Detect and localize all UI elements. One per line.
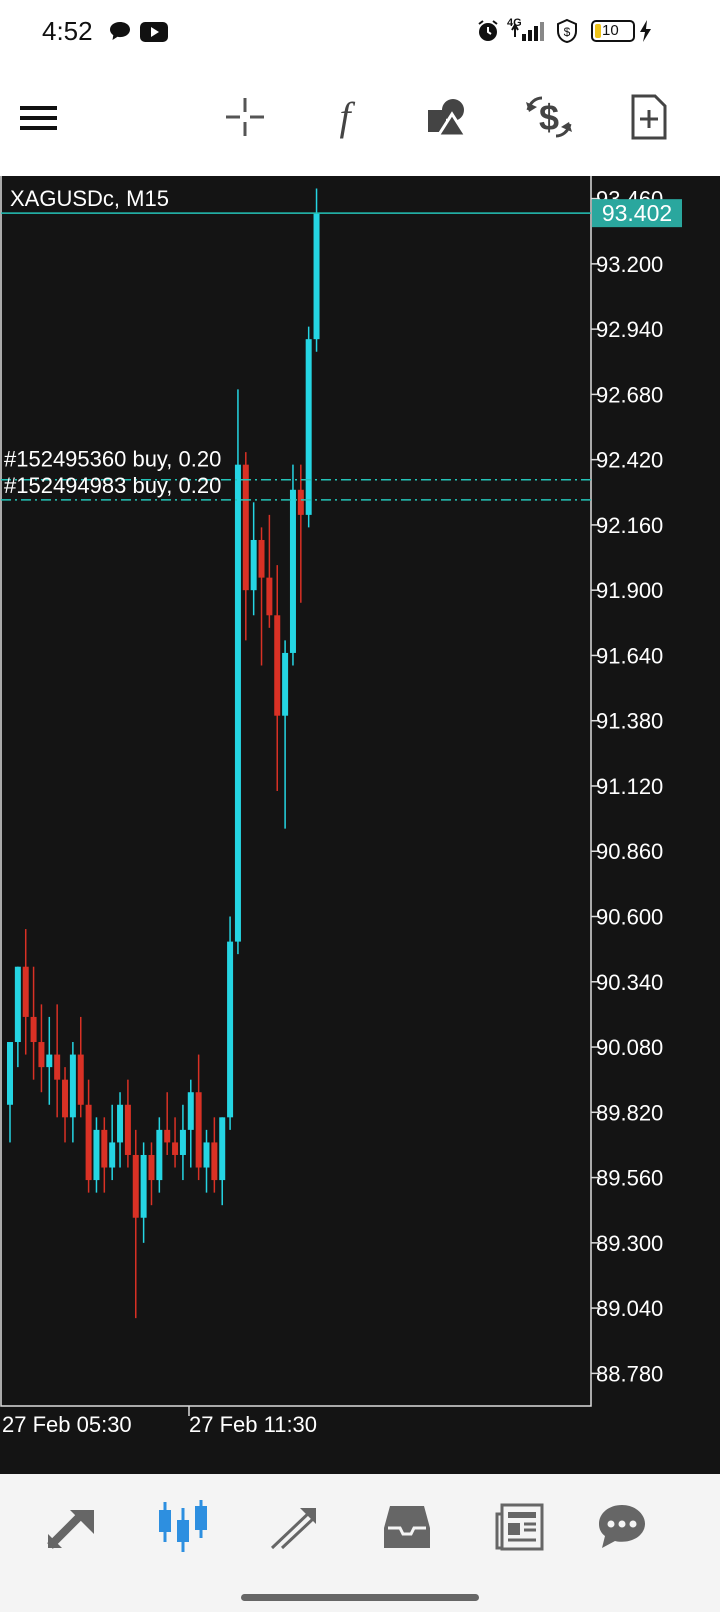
candle-body [282, 652, 289, 716]
y-tick-label: 90.860 [596, 839, 663, 864]
y-tick-label: 89.300 [596, 1231, 663, 1256]
candle-body [219, 1117, 226, 1181]
candle-body [274, 615, 281, 716]
candle-body [62, 1079, 69, 1118]
candle-body [93, 1129, 100, 1181]
candle-body [140, 1154, 147, 1218]
candles-group [7, 188, 320, 1319]
svg-text:f: f [339, 94, 355, 139]
candle-body [77, 1054, 84, 1105]
candle-body [54, 1054, 61, 1080]
candle-body [195, 1092, 202, 1168]
function-icon[interactable]: f [330, 94, 360, 140]
candle-body [172, 1142, 179, 1155]
battery-icon: 10 [591, 20, 635, 42]
y-tick-label: 88.780 [596, 1361, 663, 1386]
candle-body [164, 1129, 171, 1143]
candle-body [22, 966, 29, 1017]
new-order-icon[interactable] [630, 94, 668, 140]
y-tick-label: 90.340 [596, 970, 663, 995]
objects-icon[interactable] [426, 96, 470, 138]
crosshair-icon[interactable] [224, 96, 266, 138]
status-bar: 4:52 4G $ 10 [0, 0, 720, 64]
y-tick-label: 90.600 [596, 905, 663, 930]
candle-body [250, 539, 257, 591]
candle-body [85, 1104, 92, 1181]
alarm-icon [478, 20, 498, 41]
current-price-label: 93.402 [602, 200, 672, 226]
candle-body [69, 1054, 76, 1118]
candle-body [179, 1129, 186, 1155]
y-tick-label: 91.380 [596, 709, 663, 734]
candle-body [14, 966, 21, 1043]
current-price-tag: 93.402 [592, 199, 682, 228]
candle-body [203, 1142, 210, 1168]
y-tick-label: 91.640 [596, 643, 663, 668]
y-tick-label: 92.420 [596, 448, 663, 473]
candle-body [132, 1154, 139, 1218]
chart-area[interactable]: #152495360 buy, 0.20 #152494983 buy, 0.20… [0, 173, 720, 1474]
chart-icon[interactable] [156, 1498, 210, 1554]
y-tick-label: 91.900 [596, 578, 663, 603]
history-icon[interactable] [382, 1504, 432, 1550]
candle-body [7, 1042, 13, 1105]
candle-body [313, 213, 320, 340]
candle-body [289, 489, 296, 653]
chart-toolbar: f $ [0, 64, 720, 176]
y-tick-label: 92.160 [596, 513, 663, 538]
y-tick-label: 91.120 [596, 774, 663, 799]
y-tick-label: 90.080 [596, 1035, 663, 1060]
chat-bubble-icon [110, 22, 130, 40]
svg-text:$: $ [539, 97, 559, 138]
trade-nav-icon[interactable] [268, 1502, 322, 1552]
y-tick-label: 92.940 [596, 317, 663, 342]
y-tick-label: 93.200 [596, 252, 663, 277]
y-tick-label: 89.040 [596, 1296, 663, 1321]
messages-icon[interactable] [596, 1502, 648, 1552]
order-label[interactable]: #152495360 buy, 0.20 [4, 447, 221, 472]
x-axis: 27 Feb 05:30 27 Feb 11:30 [2, 1406, 317, 1437]
candle-body [266, 577, 273, 616]
candle-body [187, 1092, 194, 1130]
charging-bolt-icon [640, 20, 651, 42]
candle-body [258, 539, 265, 578]
x-tick-label: 27 Feb 11:30 [189, 1412, 317, 1437]
trade-icon[interactable]: $ [524, 94, 574, 140]
vpn-shield-icon: $ [557, 18, 577, 44]
candle-body [211, 1142, 218, 1181]
x-tick-label: 27 Feb 05:30 [2, 1412, 132, 1437]
signal-icon [511, 22, 544, 41]
y-tick-label: 92.680 [596, 382, 663, 407]
youtube-icon [140, 22, 168, 42]
candle-body [109, 1142, 116, 1168]
candle-body [38, 1042, 45, 1068]
quotes-icon[interactable] [46, 1504, 98, 1550]
order-label[interactable]: #152494983 buy, 0.20 [4, 473, 221, 498]
bottom-navigation [0, 1474, 720, 1612]
battery-level: 10 [602, 22, 619, 39]
candle-body [30, 1016, 37, 1043]
candle-body [297, 489, 304, 515]
symbol-label: XAGUSDc, M15 [10, 186, 169, 211]
candle-body [156, 1129, 163, 1181]
order-lines-group: #152495360 buy, 0.20#152494983 buy, 0.20 [1, 447, 591, 501]
y-tick-label: 89.820 [596, 1100, 663, 1125]
y-tick-label: 89.560 [596, 1166, 663, 1191]
candle-body [124, 1104, 131, 1155]
status-time: 4:52 [42, 16, 93, 46]
candle-body [46, 1054, 53, 1068]
network-type: 4G [507, 17, 522, 29]
candle-body [305, 339, 312, 515]
candle-body [101, 1129, 108, 1168]
menu-icon[interactable] [20, 104, 58, 132]
price-chart[interactable]: #152495360 buy, 0.20#152494983 buy, 0.20… [0, 173, 720, 1474]
gesture-bar [241, 1594, 479, 1601]
news-icon[interactable] [494, 1502, 546, 1552]
svg-text:$: $ [564, 25, 571, 39]
candle-body [234, 464, 241, 942]
candle-body [148, 1154, 155, 1181]
candle-body [242, 464, 249, 591]
candle-body [117, 1104, 124, 1143]
candle-body [227, 941, 234, 1118]
